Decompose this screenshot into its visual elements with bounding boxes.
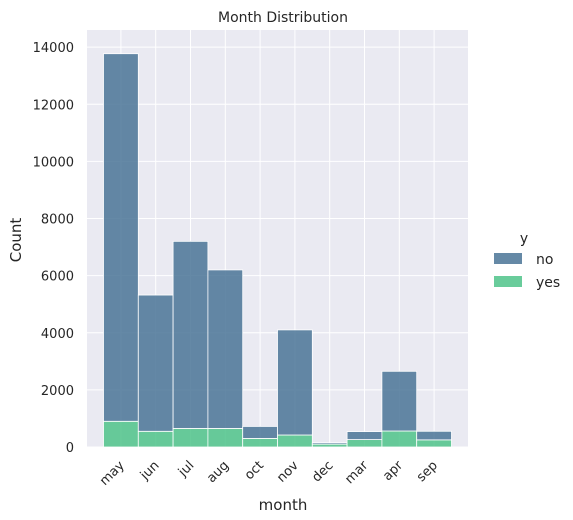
- y-tick-label: 10000: [33, 155, 74, 170]
- y-axis-label: Count: [7, 218, 25, 263]
- x-tick-label-aug: aug: [204, 458, 232, 486]
- bar-apr-no: [381, 370, 418, 432]
- bar-aug-no: [207, 269, 244, 429]
- y-tick-label: 14000: [33, 41, 74, 56]
- bar-jun-yes: [137, 430, 174, 448]
- y-tick-label: 12000: [33, 98, 74, 113]
- bar-sep-no: [416, 430, 452, 441]
- legend-swatch-no: [494, 253, 522, 264]
- x-tick-label-jul: jul: [175, 458, 197, 480]
- bar-mar-yes: [346, 439, 383, 448]
- bar-apr-yes: [381, 430, 418, 448]
- x-axis-label: month: [259, 496, 308, 514]
- legend-title: y: [520, 231, 528, 247]
- bar-jun-no: [137, 294, 174, 432]
- y-tick-labels: 0 2000 4000 6000 8000 10000 12000 14000: [33, 41, 74, 456]
- x-tick-label-jun: jun: [137, 458, 163, 484]
- bar-aug-yes: [207, 428, 244, 448]
- chart-title: Month Distribution: [218, 10, 348, 26]
- x-tick-label-dec: dec: [309, 458, 336, 485]
- legend: y no yes: [494, 231, 560, 291]
- x-tick-label-nov: nov: [274, 458, 302, 486]
- bar-jul-yes: [172, 428, 209, 448]
- bar-oct-no: [242, 426, 278, 439]
- x-tick-label-apr: apr: [380, 458, 406, 484]
- x-tick-label-mar: mar: [342, 458, 371, 487]
- y-tick-label: 6000: [41, 270, 74, 285]
- bar-oct-yes: [242, 438, 278, 448]
- legend-label-no: no: [536, 252, 553, 268]
- x-tick-label-may: may: [97, 458, 128, 489]
- legend-swatch-yes: [494, 276, 522, 287]
- x-tick-labels: may jun jul aug oct nov dec mar apr sep: [97, 458, 441, 489]
- y-tick-label: 0: [66, 441, 74, 456]
- bar-may-no: [103, 53, 139, 422]
- y-tick-label: 8000: [41, 213, 74, 228]
- bar-nov-yes: [277, 434, 313, 448]
- bar-sep-yes: [416, 439, 452, 448]
- bar-may-yes: [103, 420, 139, 448]
- x-tick-label-sep: sep: [414, 458, 441, 485]
- bar-mar-no: [346, 431, 383, 440]
- legend-label-yes: yes: [536, 275, 560, 291]
- bar-jul-no: [172, 240, 209, 429]
- bar-dec-no: [311, 442, 348, 445]
- bars: [103, 53, 452, 448]
- y-tick-label: 4000: [41, 327, 74, 342]
- bar-nov-no: [277, 329, 313, 436]
- x-tick-label-oct: oct: [242, 458, 267, 483]
- y-tick-label: 2000: [41, 384, 74, 399]
- bar-dec-yes: [311, 443, 348, 448]
